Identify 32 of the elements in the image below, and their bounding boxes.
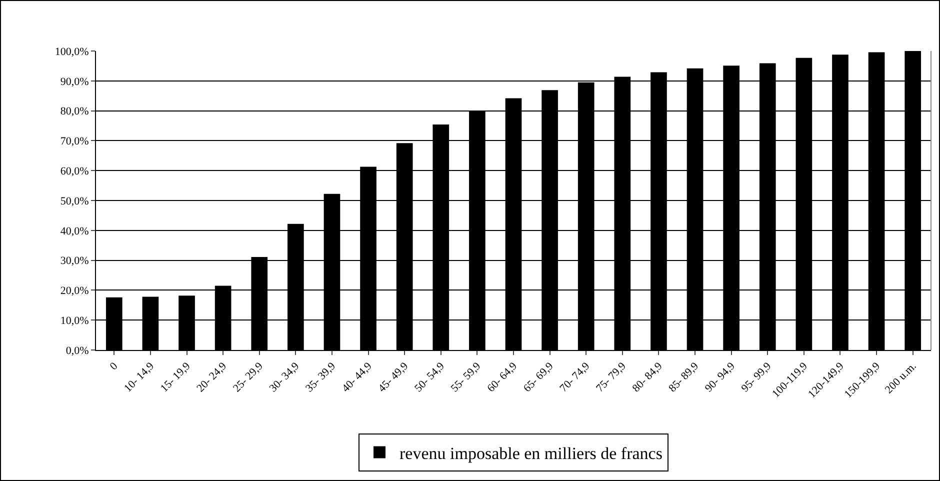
y-tick-label: 100,0%: [54, 46, 89, 58]
y-tick-label: 40,0%: [60, 225, 89, 238]
x-tick-label: 50- 54,9: [412, 360, 448, 395]
y-tick-label: 80,0%: [60, 106, 89, 118]
x-tick-label: 95- 99,9: [739, 360, 774, 395]
x-tick-label: 35- 39,9: [304, 360, 338, 395]
x-tick-label: 65- 69,9: [521, 360, 556, 395]
x-tick-label: 60- 64,9: [485, 360, 520, 395]
x-tick-label: 85- 89,9: [666, 360, 702, 395]
x-tick-label: 70- 74,9: [558, 360, 592, 395]
x-tick-label: 25- 29,9: [230, 360, 266, 395]
y-tick-label: 0,0%: [66, 344, 89, 357]
x-tick-label: 10- 14,9: [122, 360, 157, 395]
y-tick-label: 70,0%: [60, 136, 89, 148]
y-tick-label: 90,0%: [60, 76, 89, 88]
y-tick-label: 50,0%: [60, 195, 89, 208]
y-tick-label: 20,0%: [60, 285, 89, 298]
legend-label: revenu imposable en milliers de francs: [400, 444, 662, 463]
x-tick-label: 20- 24,9: [194, 360, 230, 395]
x-tick-label: 90- 94,9: [702, 360, 738, 395]
x-tick-label: 80- 84,9: [630, 360, 666, 395]
x-tick-label: 30- 34,9: [267, 360, 302, 395]
y-tick-label: 30,0%: [60, 255, 89, 268]
x-tick-label: 15- 19,9: [158, 360, 194, 395]
y-tick-label: 60,0%: [60, 165, 89, 178]
x-tick-label: 40- 44,9: [340, 360, 375, 395]
x-tick-label: 0: [108, 360, 121, 373]
y-tick-label: 10,0%: [60, 314, 89, 327]
x-tick-label: 55- 59,9: [448, 360, 484, 395]
x-tick-label: 45- 49,9: [376, 360, 411, 395]
x-tick-label: 200 u.m.: [882, 360, 920, 396]
x-tick-label: 75- 79,9: [594, 360, 629, 395]
